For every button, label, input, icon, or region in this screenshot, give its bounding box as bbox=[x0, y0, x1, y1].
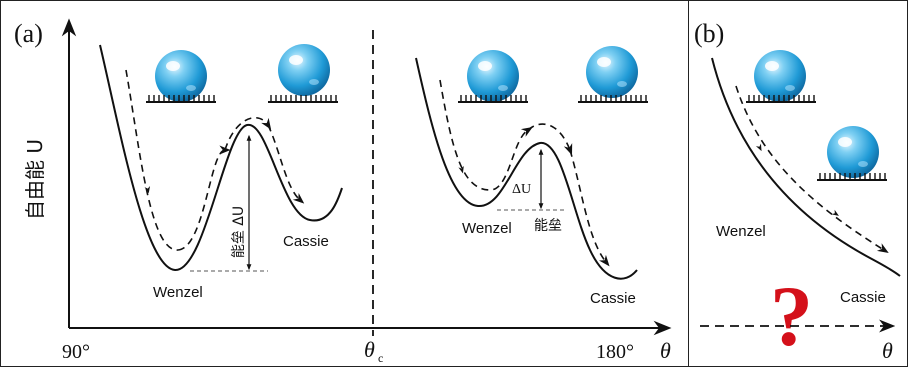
right-dashed-path-1 bbox=[439, 79, 533, 191]
left-energy-curve bbox=[99, 44, 343, 272]
x-axis-theta: θ bbox=[660, 338, 671, 363]
b-x-axis-theta: θ bbox=[882, 338, 893, 363]
left-dashed-path-3 bbox=[224, 116, 272, 151]
b-energy-curve bbox=[711, 57, 901, 277]
question-mark: ? bbox=[770, 268, 813, 364]
right-dashed-path-2 bbox=[527, 123, 573, 156]
panel-a-label: (a) bbox=[14, 19, 43, 48]
b-cassie-droplet bbox=[816, 126, 888, 181]
b-cassie-label: Cassie bbox=[840, 289, 886, 306]
right-wenzel-droplet bbox=[457, 50, 529, 103]
b-dashed-path bbox=[735, 85, 889, 253]
right-barrier-label: 能垒 bbox=[534, 218, 562, 234]
y-axis-label: 自由能 U bbox=[23, 139, 47, 220]
left-cassie-label: Cassie bbox=[283, 233, 329, 250]
b-wenzel-label: Wenzel bbox=[716, 223, 766, 240]
x-tick-90: 90° bbox=[62, 341, 90, 363]
right-arrow-1 bbox=[458, 165, 464, 174]
panel-b-label: (b) bbox=[694, 19, 724, 48]
left-dashed-path-2 bbox=[177, 145, 231, 251]
right-delta-label: ΔU bbox=[512, 182, 531, 197]
b-wenzel-droplet bbox=[745, 50, 817, 103]
x-tick-180: 180° bbox=[596, 341, 634, 363]
right-wenzel-label: Wenzel bbox=[462, 220, 512, 237]
x-tick-theta-c-sub: c bbox=[378, 351, 383, 365]
left-barrier-label: 能垒 ΔU bbox=[231, 206, 247, 258]
right-dashed-path-3 bbox=[569, 149, 610, 267]
right-energy-curve bbox=[415, 57, 638, 280]
right-cassie-droplet bbox=[577, 46, 649, 103]
left-wenzel-label: Wenzel bbox=[153, 284, 203, 301]
left-cassie-droplet bbox=[267, 44, 339, 103]
left-dashed-path-4 bbox=[267, 124, 305, 204]
b-arrow-2 bbox=[831, 209, 839, 216]
left-wenzel-droplet bbox=[145, 50, 217, 103]
right-cassie-label: Cassie bbox=[590, 290, 636, 307]
x-tick-theta-c: θ bbox=[364, 337, 375, 362]
